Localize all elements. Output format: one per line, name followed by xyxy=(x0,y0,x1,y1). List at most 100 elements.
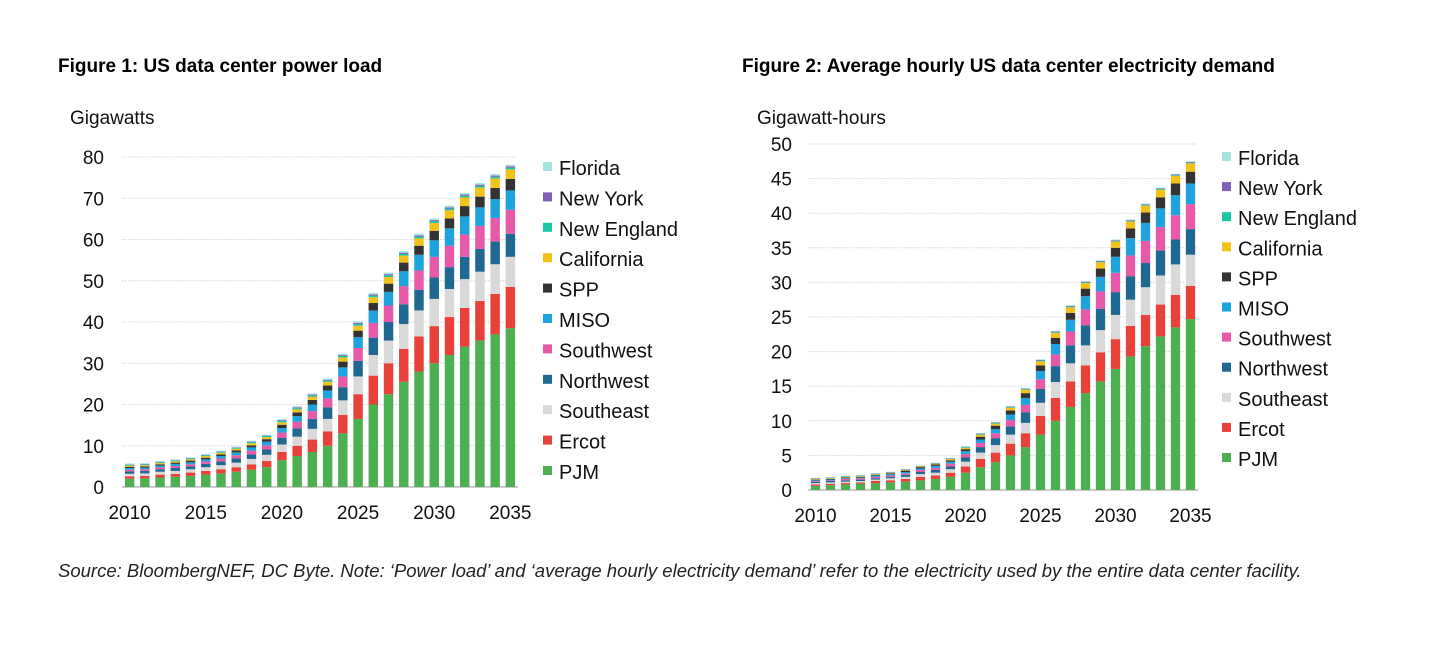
fig2-x-tick-label: 2010 xyxy=(794,506,836,527)
fig2-bar-spp-2024 xyxy=(1020,393,1031,398)
fig1-bar-spp-2013 xyxy=(170,462,181,464)
fig1-bar-southeast-2027 xyxy=(383,340,394,364)
fig1-bar-pjm-2014 xyxy=(185,475,196,487)
fig2-bar-new-york-2029 xyxy=(1095,260,1106,262)
fig2-bar-southeast-2014 xyxy=(870,479,881,482)
fig1-bar-florida-2019 xyxy=(261,434,272,436)
fig2-bar-miso-2025 xyxy=(1035,370,1046,380)
fig1-bar-southwest-2018 xyxy=(246,450,257,455)
fig2-bar-northwest-2011 xyxy=(825,481,836,483)
fig1-y-tick-label: 0 xyxy=(93,478,104,499)
fig1-bar-miso-2028 xyxy=(399,271,409,287)
fig2-bar-california-2021 xyxy=(975,434,986,437)
fig2-x-tick-label: 2015 xyxy=(869,506,911,527)
fig1-bar-northwest-2018 xyxy=(246,454,257,459)
fig1-y-tick-label: 50 xyxy=(83,272,104,293)
fig1-bar-miso-2010 xyxy=(124,468,135,470)
fig1-bar-spp-2027 xyxy=(383,283,394,292)
fig2-bar-miso-2011 xyxy=(825,479,836,481)
fig2-bar-ercot-2013 xyxy=(855,482,866,484)
fig1-bar-california-2032 xyxy=(459,197,470,207)
fig2-bar-miso-2030 xyxy=(1110,256,1121,273)
fig2-bar-southeast-2031 xyxy=(1125,299,1136,326)
fig1-bar-miso-2017 xyxy=(231,452,241,456)
fig1-bar-california-2013 xyxy=(170,461,181,463)
fig1-bar-florida-2023 xyxy=(322,378,333,380)
fig1-bar-spp-2024 xyxy=(338,361,348,368)
fig1-bar-southeast-2019 xyxy=(261,454,272,462)
fig1-bar-spp-2031 xyxy=(444,218,455,229)
fig1-bar-northwest-2034 xyxy=(490,241,500,265)
fig2-bar-spp-2035 xyxy=(1185,171,1196,184)
fig1-bar-california-2031 xyxy=(444,210,455,219)
fig2-bar-new-england-2020 xyxy=(960,447,971,448)
fig2-bar-spp-2029 xyxy=(1095,268,1106,277)
fig2-bar-southeast-2011 xyxy=(825,482,836,484)
fig2-bar-new-england-2023 xyxy=(1005,406,1016,408)
fig2-y-tick-label: 20 xyxy=(771,343,792,364)
fig1-bar-pjm-2034 xyxy=(490,334,500,487)
fig2-bar-southeast-2015 xyxy=(885,478,896,481)
fig2-y-tick-label: 45 xyxy=(771,170,792,191)
fig2-bar-california-2028 xyxy=(1080,283,1091,289)
fig2-bar-northwest-2019 xyxy=(945,466,956,470)
fig1-legend-label: Florida xyxy=(559,158,621,180)
fig2-bar-california-2034 xyxy=(1170,175,1181,184)
fig1-bar-pjm-2031 xyxy=(444,355,455,487)
fig1-bar-southeast-2012 xyxy=(155,471,165,475)
fig2-bar-ercot-2020 xyxy=(960,466,971,473)
fig1-bar-northwest-2010 xyxy=(124,471,135,474)
fig2-legend-swatch-ercot xyxy=(1222,422,1231,432)
fig1-bar-spp-2015 xyxy=(201,457,211,460)
fig1-bar-miso-2020 xyxy=(277,428,287,433)
fig1-y-tick-label: 20 xyxy=(83,396,104,417)
fig1-bar-southwest-2030 xyxy=(429,256,439,278)
fig2-bar-pjm-2017 xyxy=(915,480,926,490)
fig1-bar-florida-2022 xyxy=(307,393,318,395)
fig2-bar-ercot-2017 xyxy=(915,476,926,481)
fig1-bar-ercot-2015 xyxy=(201,470,211,475)
fig1-bar-new-york-2026 xyxy=(368,294,379,296)
fig2-bar-ercot-2035 xyxy=(1185,285,1196,320)
fig2-bar-pjm-2016 xyxy=(900,481,911,490)
fig1-bar-florida-2033 xyxy=(475,182,485,185)
fig2-bar-spp-2017 xyxy=(915,467,926,469)
fig2-bar-california-2029 xyxy=(1095,262,1106,269)
fig1-bar-miso-2035 xyxy=(505,190,516,210)
fig1-bar-pjm-2017 xyxy=(231,471,241,487)
fig1-bar-california-2017 xyxy=(231,448,241,451)
fig1-bar-new-york-2027 xyxy=(383,274,394,276)
fig1-bar-new-england-2022 xyxy=(307,395,318,397)
fig1-bar-california-2014 xyxy=(185,459,196,461)
fig2-bar-spp-2023 xyxy=(1005,410,1016,415)
fig1-bar-southwest-2020 xyxy=(277,432,287,438)
fig1-bar-miso-2022 xyxy=(307,404,318,412)
fig2-bar-california-2018 xyxy=(930,463,941,465)
fig1-legend-label: California xyxy=(559,249,644,271)
fig2-bar-california-2011 xyxy=(825,478,836,479)
fig1-bar-southeast-2020 xyxy=(277,444,287,452)
fig2-bar-southeast-2033 xyxy=(1155,275,1166,305)
fig2-bar-spp-2026 xyxy=(1050,337,1061,344)
fig1-bar-pjm-2020 xyxy=(277,460,287,487)
fig2-bar-northwest-2021 xyxy=(975,447,986,453)
fig1-bar-california-2035 xyxy=(505,169,516,179)
fig2-bar-florida-2028 xyxy=(1080,281,1091,282)
fig2-bar-southeast-2022 xyxy=(990,445,1001,453)
fig2-bar-spp-2013 xyxy=(855,476,866,478)
fig1-bar-spp-2033 xyxy=(475,196,485,208)
fig1-bar-spp-2018 xyxy=(246,445,257,448)
fig2-legend-swatch-florida xyxy=(1222,152,1231,161)
fig1-bar-southwest-2014 xyxy=(185,464,196,467)
fig2-bar-southwest-2019 xyxy=(945,463,956,467)
fig1-bar-new-england-2016 xyxy=(216,451,226,453)
fig2-bar-spp-2010 xyxy=(810,479,821,481)
fig2-bar-spp-2014 xyxy=(870,474,881,476)
fig1-bar-florida-2020 xyxy=(277,418,287,421)
fig1-bar-california-2016 xyxy=(216,452,226,455)
fig2-bar-florida-2034 xyxy=(1170,173,1181,175)
fig2-bar-california-2014 xyxy=(870,474,881,475)
fig2-bar-northwest-2013 xyxy=(855,479,866,482)
fig2-bar-northwest-2027 xyxy=(1065,345,1076,364)
fig2-bar-california-2033 xyxy=(1155,189,1166,198)
